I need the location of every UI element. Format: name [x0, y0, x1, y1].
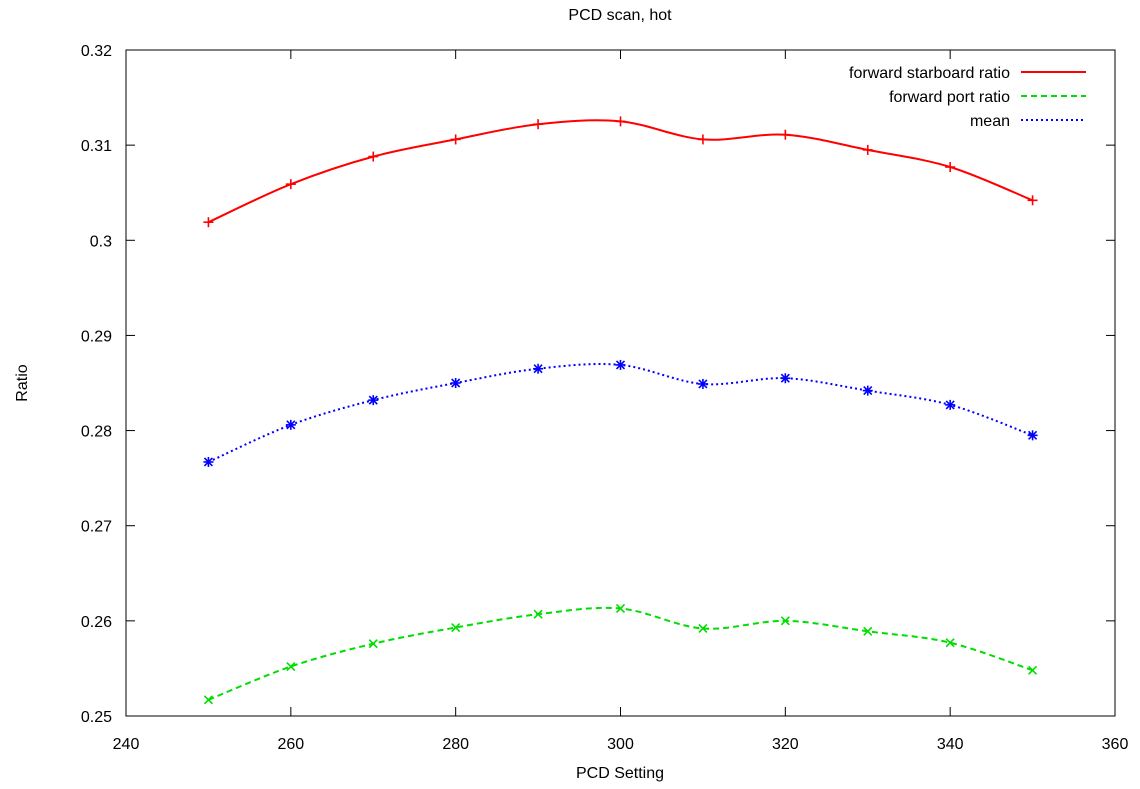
data-point-mean-stroke [533, 364, 543, 374]
data-point-mean [1027, 430, 1038, 441]
data-point-forward-starboard-ratio [945, 162, 956, 173]
y-tick-label: 0.3 [90, 233, 112, 250]
series-line-forward-port-ratio [208, 606, 1033, 701]
legend: forward starboard ratio forward port rati… [849, 65, 1086, 130]
x-axis-label: PCD Setting [576, 765, 664, 782]
data-point-mean [368, 395, 379, 406]
y-axis-label: Ratio [14, 364, 31, 401]
series-line-mean [207, 363, 1033, 463]
data-point-mean-stroke [1028, 430, 1038, 440]
data-point-forward-port-ratio [451, 622, 461, 633]
data-point-forward-port-ratio [368, 639, 378, 649]
data-point-forward-port-ratio-stroke [368, 639, 378, 649]
y-tick-label: 0.28 [81, 424, 112, 441]
data-point-mean [533, 363, 544, 374]
data-point-forward-starboard-ratio [697, 134, 708, 145]
data-point-forward-port-ratio-stroke [203, 695, 213, 705]
chart-title: PCD scan, hot [568, 7, 672, 24]
x-tick-label: 260 [277, 736, 304, 753]
data-point-forward-starboard-ratio [450, 134, 461, 145]
series-forward-starboard-ratio [203, 116, 1038, 228]
y-tick-label: 0.32 [81, 43, 112, 60]
data-point-forward-port-ratio-stroke [945, 638, 955, 648]
data-point-forward-port-ratio-stroke [698, 623, 708, 634]
data-point-forward-port-ratio [863, 626, 873, 636]
data-point-mean-stroke [863, 386, 873, 396]
data-point-mean [285, 419, 296, 430]
data-point-forward-starboard-ratio [203, 217, 214, 228]
data-point-mean-stroke [698, 379, 708, 389]
data-point-forward-port-ratio [698, 623, 708, 634]
x-tick-label: 320 [772, 736, 799, 753]
x-tick-label: 280 [442, 736, 469, 753]
data-point-mean [780, 373, 791, 384]
data-point-forward-port-ratio-stroke [780, 616, 790, 626]
x-tick-label: 300 [607, 736, 634, 753]
data-point-mean [862, 385, 873, 396]
legend-label-forward-port-ratio: forward port ratio [889, 89, 1010, 106]
data-point-forward-port-ratio [533, 609, 543, 619]
data-point-mean-stroke [615, 360, 626, 370]
data-point-forward-port-ratio-stroke [451, 622, 461, 633]
data-point-forward-starboard-ratio [862, 144, 873, 155]
data-point-mean-stroke [780, 373, 790, 383]
data-point-forward-port-ratio-stroke [1028, 665, 1038, 675]
y-tick-label: 0.29 [81, 328, 112, 345]
y-tick-label: 0.31 [81, 138, 112, 155]
data-point-forward-port-ratio [780, 616, 790, 626]
data-point-mean-stroke [286, 420, 296, 430]
data-point-mean [945, 399, 956, 410]
data-point-forward-port-ratio [286, 661, 296, 672]
data-point-mean [450, 378, 461, 388]
series-line-forward-starboard-ratio [207, 119, 1033, 224]
data-point-mean-stroke [203, 457, 213, 467]
x-tick-label: 240 [113, 736, 140, 753]
data-point-forward-port-ratio [203, 695, 213, 705]
x-tick-label: 360 [1102, 736, 1129, 753]
data-point-mean [203, 456, 214, 467]
data-point-forward-starboard-ratio [615, 116, 626, 127]
data-point-forward-starboard-ratio [780, 129, 791, 140]
plot-frame [125, 49, 1116, 717]
data-point-mean-stroke [368, 395, 378, 405]
data-point-forward-port-ratio [945, 638, 955, 648]
series-layer [203, 116, 1038, 705]
data-point-mean [697, 378, 708, 389]
y-tick-label: 0.26 [81, 614, 112, 631]
data-point-forward-port-ratio [615, 603, 626, 614]
axes: 240 260 280 300 320 340 360 0.25 0.26 0.27 0.28 0.2… [81, 43, 1129, 753]
data-point-forward-starboard-ratio [368, 151, 379, 162]
data-point-forward-port-ratio-stroke [286, 661, 296, 672]
data-point-forward-port-ratio-stroke [863, 626, 873, 636]
data-point-forward-port-ratio-stroke [615, 603, 626, 614]
data-point-mean [615, 359, 626, 370]
legend-label-mean: mean [970, 113, 1010, 130]
y-tick-label: 0.25 [81, 709, 112, 726]
data-point-mean-stroke [451, 378, 461, 388]
data-point-mean-stroke [945, 400, 955, 410]
series-forward-port-ratio [203, 603, 1038, 705]
y-tick-label: 0.27 [81, 519, 112, 536]
x-tick-label: 340 [937, 736, 964, 753]
data-point-forward-port-ratio-stroke [533, 609, 543, 619]
data-point-forward-port-ratio [1028, 665, 1038, 675]
legend-label-forward-starboard-ratio: forward starboard ratio [849, 65, 1010, 82]
data-point-forward-starboard-ratio [285, 179, 296, 190]
data-point-forward-starboard-ratio [533, 119, 544, 130]
data-point-forward-starboard-ratio [1027, 195, 1038, 206]
series-mean [203, 359, 1038, 467]
